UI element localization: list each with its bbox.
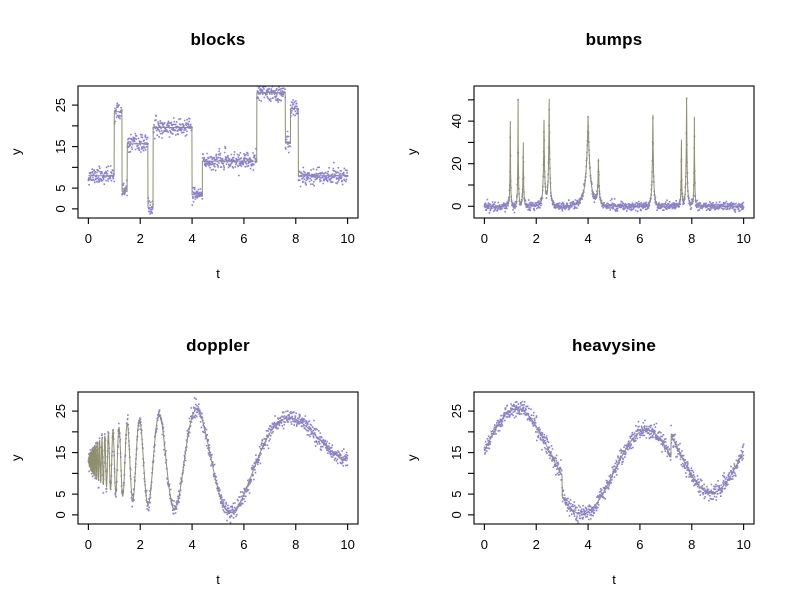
svg-text:10: 10 xyxy=(736,231,750,246)
panel-heavysine: 0 2 4 6 8 10 0 5 15 25 heavysine t y xyxy=(396,306,792,612)
x-axis-label: t xyxy=(216,266,220,281)
y-axis-label: y xyxy=(404,454,420,462)
svg-text:15: 15 xyxy=(53,445,68,459)
svg-text:20: 20 xyxy=(449,156,464,170)
bumps-plot-canvas: 0 2 4 6 8 10 0 20 40 xyxy=(449,85,755,246)
panel-bumps: 0 2 4 6 8 10 0 20 40 bumps t y xyxy=(396,0,792,306)
svg-text:2: 2 xyxy=(137,537,144,552)
x-axis-label: t xyxy=(612,266,616,281)
svg-text:10: 10 xyxy=(340,231,354,246)
plot-title: doppler xyxy=(186,336,250,355)
svg-text:25: 25 xyxy=(53,98,68,112)
svg-text:40: 40 xyxy=(449,114,464,128)
panel-blocks: 0 2 4 6 8 10 0 5 15 25 blocks t y xyxy=(0,0,396,306)
svg-text:6: 6 xyxy=(636,231,643,246)
y-axis-label: y xyxy=(8,454,24,462)
y-axis-label: y xyxy=(8,148,24,156)
svg-text:5: 5 xyxy=(53,184,68,191)
blocks-plot-canvas: 0 2 4 6 8 10 0 5 15 25 xyxy=(53,85,359,246)
svg-text:4: 4 xyxy=(584,537,591,552)
svg-text:25: 25 xyxy=(53,404,68,418)
svg-text:0: 0 xyxy=(53,205,68,212)
svg-text:0: 0 xyxy=(85,537,92,552)
svg-text:5: 5 xyxy=(53,490,68,497)
svg-text:8: 8 xyxy=(688,537,695,552)
svg-text:4: 4 xyxy=(584,231,591,246)
heavysine-plot-canvas: 0 2 4 6 8 10 0 5 15 25 xyxy=(449,391,755,552)
svg-text:0: 0 xyxy=(449,511,464,518)
svg-text:2: 2 xyxy=(533,537,540,552)
svg-text:0: 0 xyxy=(53,511,68,518)
svg-text:0: 0 xyxy=(481,537,488,552)
plot-title: blocks xyxy=(190,30,246,49)
svg-text:6: 6 xyxy=(636,537,643,552)
svg-text:0: 0 xyxy=(481,231,488,246)
x-axis-label: t xyxy=(216,572,220,587)
x-axis-label: t xyxy=(612,572,616,587)
svg-text:6: 6 xyxy=(240,537,247,552)
svg-text:5: 5 xyxy=(449,490,464,497)
plot-title: bumps xyxy=(585,30,643,49)
svg-text:6: 6 xyxy=(240,231,247,246)
svg-text:8: 8 xyxy=(292,537,299,552)
svg-text:4: 4 xyxy=(188,231,195,246)
svg-text:2: 2 xyxy=(533,231,540,246)
svg-text:25: 25 xyxy=(449,404,464,418)
svg-text:0: 0 xyxy=(449,203,464,210)
plot-title: heavysine xyxy=(571,336,657,355)
svg-text:8: 8 xyxy=(688,231,695,246)
svg-text:4: 4 xyxy=(188,537,195,552)
panel-doppler: 0 2 4 6 8 10 0 5 15 25 doppler t y xyxy=(0,306,396,612)
doppler-plot-canvas: 0 2 4 6 8 10 0 5 15 25 xyxy=(53,391,359,552)
svg-text:15: 15 xyxy=(53,139,68,153)
y-axis-label: y xyxy=(404,148,420,156)
svg-text:0: 0 xyxy=(85,231,92,246)
svg-text:8: 8 xyxy=(292,231,299,246)
svg-text:2: 2 xyxy=(137,231,144,246)
svg-text:15: 15 xyxy=(449,445,464,459)
svg-text:10: 10 xyxy=(340,537,354,552)
svg-text:10: 10 xyxy=(736,537,750,552)
